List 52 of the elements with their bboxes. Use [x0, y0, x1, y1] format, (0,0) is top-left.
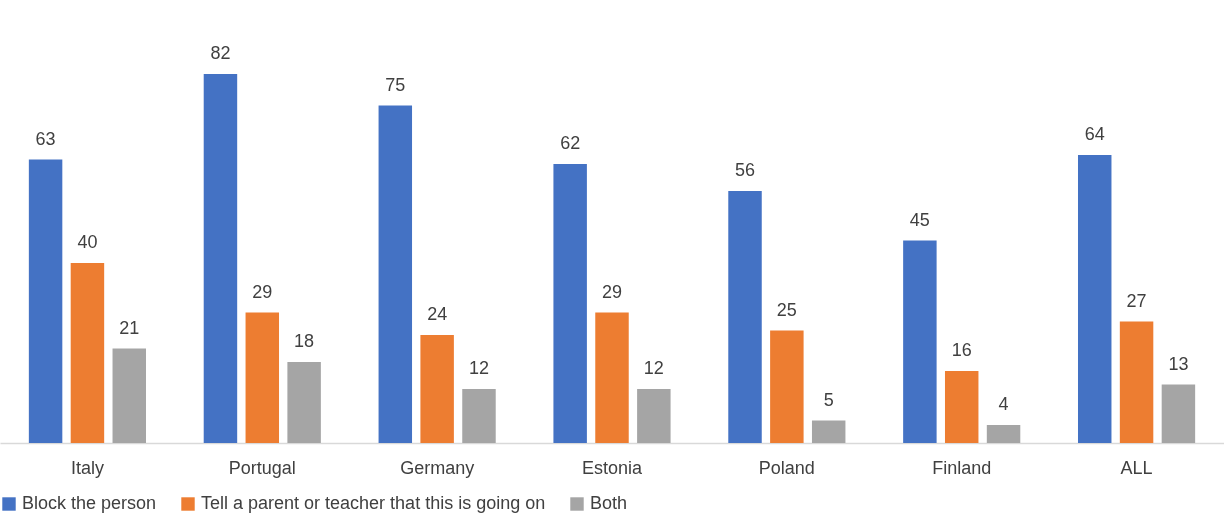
bar — [637, 389, 671, 443]
bar — [378, 105, 413, 443]
bar — [245, 312, 280, 443]
legend-label: Block the person — [22, 493, 157, 513]
data-label: 18 — [294, 331, 315, 351]
data-label: 29 — [601, 281, 623, 302]
x-tick-label: Italy — [70, 457, 104, 478]
bar — [811, 420, 846, 443]
data-label: 12 — [643, 358, 664, 378]
bar — [903, 240, 937, 443]
data-label: 13 — [1168, 353, 1189, 374]
bar — [944, 371, 979, 443]
bar — [770, 330, 804, 443]
data-label: 4 — [998, 394, 1009, 414]
legend-label: Both — [590, 493, 628, 513]
x-tick-label: Poland — [758, 457, 815, 478]
bar — [553, 164, 587, 443]
x-tick-label: Portugal — [228, 457, 296, 478]
bar — [1119, 321, 1154, 443]
bar — [1161, 384, 1196, 443]
data-label: 27 — [1126, 290, 1147, 311]
data-label: 29 — [252, 281, 273, 302]
bar — [420, 335, 454, 443]
x-tick-label: ALL — [1120, 457, 1153, 478]
data-label: 45 — [909, 209, 930, 230]
data-label: 82 — [210, 43, 231, 63]
legend-label: Tell a parent or teacher that this is going on — [201, 493, 546, 513]
x-tick-label: Germany — [400, 457, 475, 478]
bar — [70, 263, 105, 443]
data-label: 75 — [385, 74, 406, 95]
bar — [287, 362, 321, 443]
data-label: 12 — [468, 358, 489, 378]
x-tick-label: Estonia — [581, 457, 643, 478]
bar — [203, 74, 238, 443]
data-label: 62 — [560, 133, 581, 153]
data-label: 40 — [77, 232, 98, 252]
data-label: 21 — [119, 317, 140, 338]
data-label: 56 — [735, 160, 756, 180]
data-label: 24 — [427, 304, 448, 324]
bar — [462, 389, 496, 443]
bar — [986, 425, 1021, 443]
bar — [28, 159, 63, 443]
data-label: 25 — [776, 299, 797, 320]
data-label: 64 — [1084, 124, 1105, 144]
data-label: 5 — [823, 389, 834, 410]
bar — [728, 191, 762, 443]
x-tick-label: Finland — [932, 457, 992, 478]
data-label: 63 — [35, 128, 56, 149]
bar — [112, 348, 147, 443]
bar — [1077, 155, 1112, 443]
data-label: 16 — [951, 340, 972, 360]
bar — [595, 312, 629, 443]
